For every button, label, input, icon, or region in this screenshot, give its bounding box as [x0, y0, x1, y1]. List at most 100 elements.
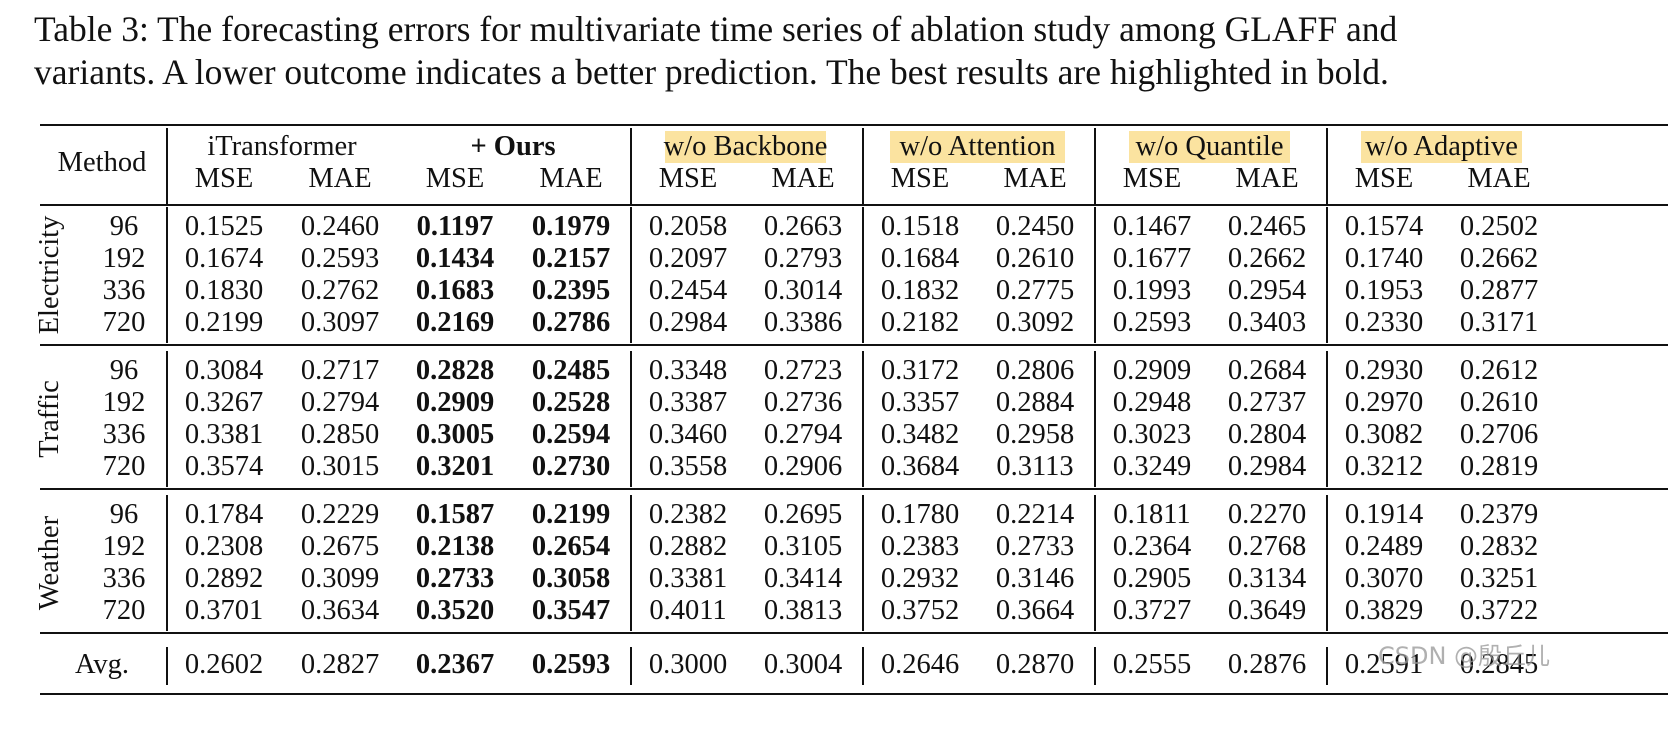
value-cell: 0.2662 [1227, 243, 1307, 274]
horizon-cell: 96 [109, 211, 139, 242]
value-cell: 0.3015 [300, 451, 380, 482]
avg-value-cell: 0.3004 [763, 649, 843, 680]
value-cell: 0.3684 [880, 451, 960, 482]
column-divider [862, 647, 864, 685]
value-cell: 0.2819 [1459, 451, 1539, 482]
avg-value-cell: 0.2827 [300, 649, 380, 680]
value-cell: 0.3460 [648, 419, 728, 450]
value-cell: 0.3414 [763, 563, 843, 594]
value-cell: 0.2762 [300, 275, 380, 306]
column-divider [1094, 128, 1096, 204]
avg-value-cell: 0.2870 [995, 649, 1075, 680]
value-cell: 0.3212 [1344, 451, 1424, 482]
value-cell: 0.2229 [300, 499, 380, 530]
watermark: CSDN @殷丘儿 [1378, 642, 1551, 670]
value-cell: 0.2610 [1459, 387, 1539, 418]
value-cell: 0.3113 [996, 451, 1074, 482]
column-divider [166, 647, 168, 685]
dataset-label: Electricity [34, 215, 65, 335]
column-divider [630, 207, 632, 343]
table-top-rule [40, 124, 1668, 126]
value-cell: 0.2058 [648, 211, 728, 242]
value-cell: 0.2877 [1459, 275, 1539, 306]
value-cell: 0.3482 [880, 419, 960, 450]
value-cell: 0.2882 [648, 531, 728, 562]
value-cell: 0.1811 [1113, 499, 1191, 530]
value-cell: 0.2610 [995, 243, 1075, 274]
value-cell: 0.3727 [1112, 595, 1192, 626]
value-cell: 0.1780 [880, 499, 960, 530]
value-cell: 0.3348 [648, 355, 728, 386]
value-cell: 0.2786 [531, 307, 611, 338]
value-cell: 0.2958 [995, 419, 1075, 450]
avg-value-cell: 0.2646 [880, 649, 960, 680]
value-cell: 0.3005 [415, 419, 495, 450]
value-cell: 0.2364 [1112, 531, 1192, 562]
header-metric: MSE [1354, 163, 1414, 194]
value-cell: 0.4011 [649, 595, 727, 626]
value-cell: 0.1574 [1344, 211, 1424, 242]
value-cell: 0.3267 [184, 387, 264, 418]
column-divider [1094, 207, 1096, 343]
value-cell: 0.2932 [880, 563, 960, 594]
column-divider [862, 351, 864, 487]
avg-value-cell: 0.2591 [1344, 649, 1424, 680]
value-cell: 0.2828 [415, 355, 495, 386]
column-divider [1094, 351, 1096, 487]
value-cell: 0.2775 [995, 275, 1075, 306]
value-cell: 0.2793 [763, 243, 843, 274]
header-group-2: w/o Backbone [663, 131, 828, 162]
value-cell: 0.2593 [300, 243, 380, 274]
column-divider [1326, 351, 1328, 487]
value-cell: 0.3813 [763, 595, 843, 626]
value-cell: 0.2169 [415, 307, 495, 338]
value-cell: 0.2450 [995, 211, 1075, 242]
value-cell: 0.1677 [1112, 243, 1192, 274]
value-cell: 0.2730 [531, 451, 611, 482]
value-cell: 0.1953 [1344, 275, 1424, 306]
block-rule [40, 344, 1668, 346]
column-divider [166, 128, 168, 204]
horizon-cell: 96 [109, 499, 139, 530]
value-cell: 0.1197 [416, 211, 494, 242]
horizon-cell: 96 [109, 355, 139, 386]
value-cell: 0.3251 [1459, 563, 1539, 594]
header-highlight [1128, 131, 1291, 163]
header-metric: MSE [194, 163, 254, 194]
value-cell: 0.3649 [1227, 595, 1307, 626]
value-cell: 0.3014 [763, 275, 843, 306]
value-cell: 0.2379 [1459, 499, 1539, 530]
value-cell: 0.2723 [763, 355, 843, 386]
value-cell: 0.2850 [300, 419, 380, 450]
value-cell: 0.1979 [531, 211, 611, 242]
value-cell: 0.2794 [300, 387, 380, 418]
dataset-label: Weather [34, 515, 65, 611]
value-cell: 0.2884 [995, 387, 1075, 418]
avg-value-cell: 0.2876 [1227, 649, 1307, 680]
value-cell: 0.3722 [1459, 595, 1539, 626]
table-caption: Table 3: The forecasting errors for mult… [34, 8, 1654, 94]
value-cell: 0.2954 [1227, 275, 1307, 306]
value-cell: 0.2832 [1459, 531, 1539, 562]
column-divider [630, 495, 632, 631]
header-highlight [890, 131, 1065, 163]
value-cell: 0.2157 [531, 243, 611, 274]
horizon-cell: 336 [102, 275, 146, 306]
value-cell: 0.1518 [880, 211, 960, 242]
value-cell: 0.3357 [880, 387, 960, 418]
value-cell: 0.2733 [415, 563, 495, 594]
avg-value-cell: 0.2555 [1112, 649, 1192, 680]
column-divider [862, 128, 864, 204]
column-divider [1326, 207, 1328, 343]
value-cell: 0.2706 [1459, 419, 1539, 450]
column-divider [166, 351, 168, 487]
avg-value-cell: 0.3000 [648, 649, 728, 680]
value-cell: 0.2736 [763, 387, 843, 418]
value-cell: 0.1914 [1344, 499, 1424, 530]
column-divider [630, 351, 632, 487]
caption-line-2: variants. A lower outcome indicates a be… [34, 52, 1389, 92]
value-cell: 0.2675 [300, 531, 380, 562]
value-cell: 0.2214 [995, 499, 1075, 530]
value-cell: 0.1832 [880, 275, 960, 306]
column-divider [1326, 495, 1328, 631]
